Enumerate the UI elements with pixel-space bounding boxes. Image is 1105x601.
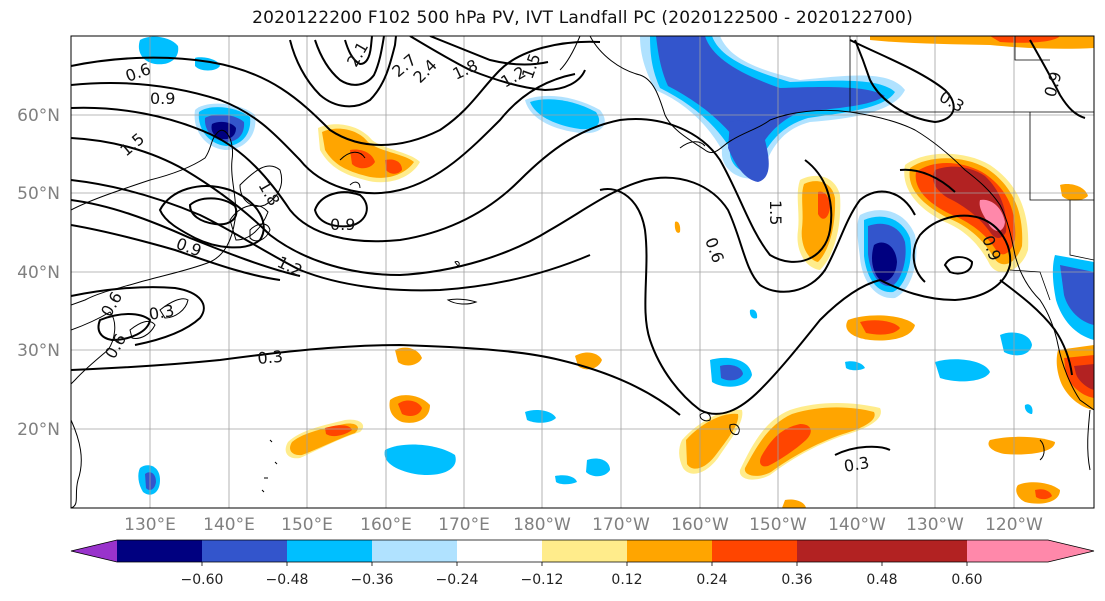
colorbar-tick-label: 0.48: [866, 572, 897, 588]
colorbar-swatch: [117, 540, 202, 562]
contour-label: 1.5: [766, 200, 785, 225]
colorbar-extend-min: [71, 540, 117, 562]
colorbar-tick-label: 0.24: [696, 572, 727, 588]
lon-label: 130°E: [124, 515, 176, 535]
colorbar-swatch: [202, 540, 287, 562]
lon-label: 170°W: [592, 515, 650, 535]
lon-label: 120°W: [985, 515, 1043, 535]
plot-border: [70, 35, 1095, 509]
colorbar-tick-label: −0.36: [351, 572, 394, 588]
lat-label: 50°N: [17, 184, 60, 204]
contour-label: 0.3: [147, 301, 175, 324]
colorbar: −0.60 −0.48 −0.36 −0.24 −0.12 0.12 0.24 …: [70, 539, 1095, 588]
colorbar-swatch: [627, 540, 712, 562]
coastlines: [71, 36, 1094, 508]
colorbar-swatch: [457, 540, 542, 562]
lat-label: 40°N: [17, 263, 60, 283]
lon-label: 160°W: [671, 515, 729, 535]
colorbar-swatch: [287, 540, 372, 562]
colorbar-swatch: [797, 540, 882, 562]
colorbar-tick-label: −0.48: [266, 572, 309, 588]
colorbar-ticks: [201, 562, 968, 566]
lon-label: 160°E: [360, 515, 412, 535]
latitude-labels: 60°N 50°N 40°N 30°N 20°N: [17, 106, 60, 440]
longitude-labels: 130°E 140°E 150°E 160°E 170°E 180°W 170°…: [124, 515, 1043, 535]
lon-label: 130°W: [906, 515, 964, 535]
lat-label: 30°N: [17, 341, 60, 361]
contour-label: 0.3: [842, 453, 870, 476]
contour-label: 0.3: [257, 347, 284, 368]
lat-label: 60°N: [17, 106, 60, 126]
lon-label: 140°W: [828, 515, 886, 535]
colorbar-tick-label: −0.12: [521, 572, 564, 588]
colorbar-tick-label: −0.60: [181, 572, 224, 588]
colorbar-swatch: [542, 540, 627, 562]
colorbar-tick-label: 0.36: [781, 572, 812, 588]
political-borders: [849, 36, 1094, 301]
map-title: 2020122200 F102 500 hPa PV, IVT Landfall…: [252, 8, 913, 28]
colorbar-tick-label: −0.24: [436, 572, 479, 588]
colorbar-tick-label: 0.12: [611, 572, 642, 588]
lon-label: 150°E: [281, 515, 333, 535]
lon-label: 170°E: [438, 515, 490, 535]
lat-label: 20°N: [17, 420, 60, 440]
colorbar-tick-label: 0.60: [951, 572, 982, 588]
pv-contours: [71, 36, 1086, 456]
lon-label: 180°W: [513, 515, 571, 535]
colorbar-swatch: [712, 540, 797, 562]
colorbar-swatch: [882, 540, 967, 562]
colorbar-outline: [70, 539, 1095, 563]
lon-label: 140°E: [203, 515, 255, 535]
lon-label: 150°W: [749, 515, 807, 535]
colorbar-swatch: [372, 540, 457, 562]
contour-label: 0.9: [330, 215, 355, 234]
contour-label: 0.9: [150, 89, 175, 108]
